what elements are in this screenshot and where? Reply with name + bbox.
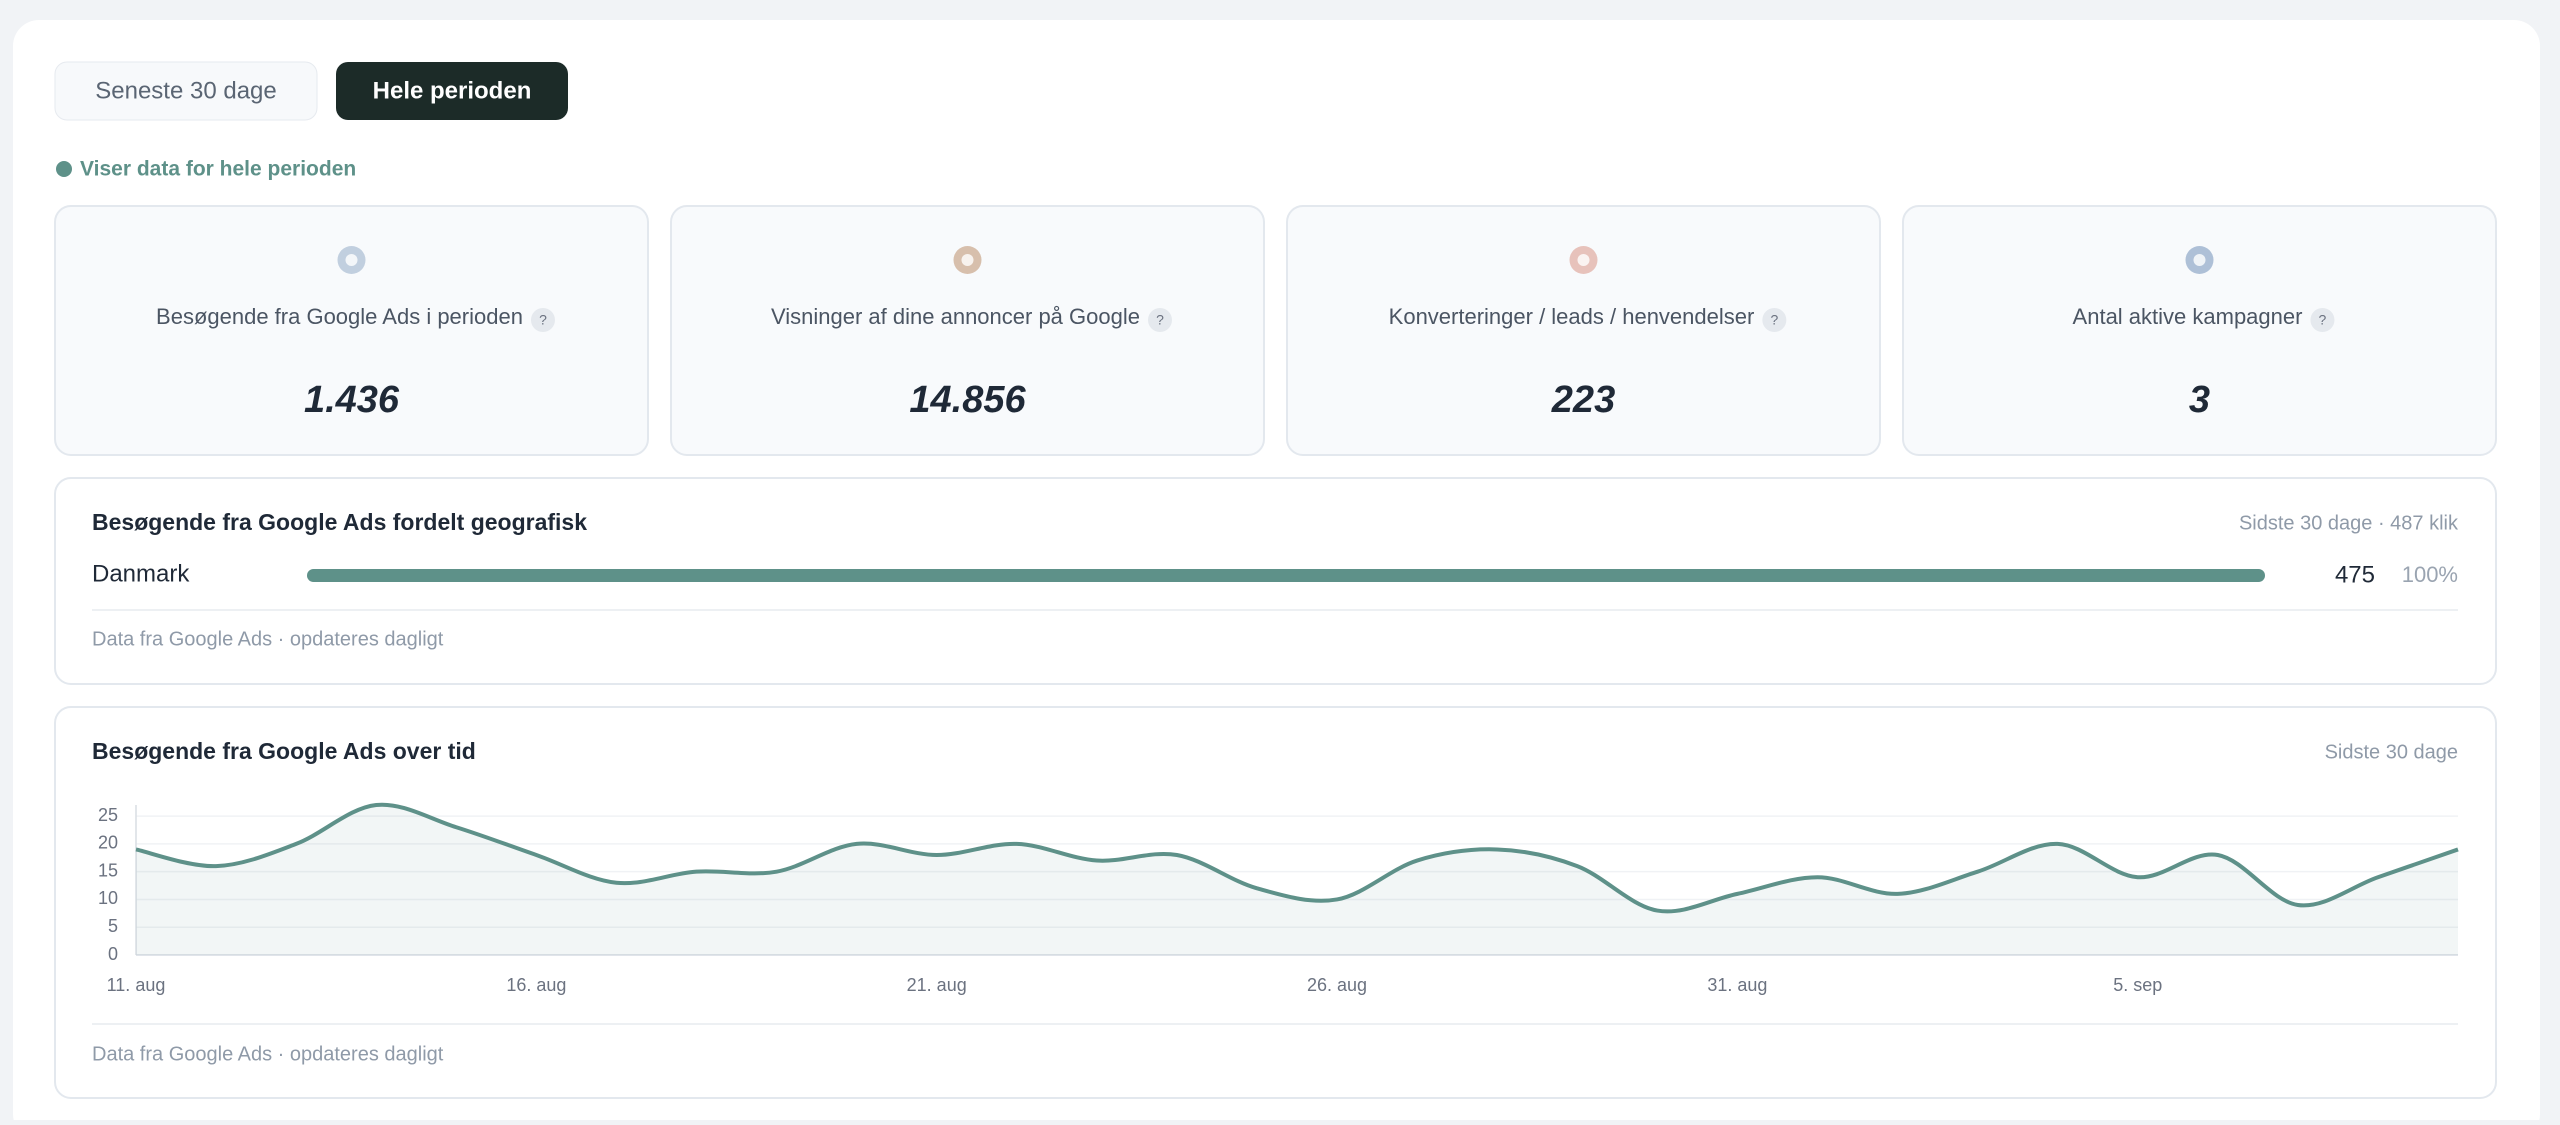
kpi-label: Besøgende fra Google Ads i perioden [156,304,523,329]
geo-meta: Sidste 30 dage · 487 klik [2239,512,2459,534]
y-tick-label: 25 [98,805,118,825]
kpi-label: Antal aktive kampagner [2073,304,2303,329]
kpi-icon [2185,246,2214,274]
y-tick-label: 5 [108,916,118,936]
kpi-card [1286,205,1881,456]
status: Viser data for hele perioden [80,158,356,181]
help-icon [2310,308,2335,332]
geo-value: 475 [2335,561,2375,588]
y-tick-label: 10 [98,888,118,908]
geo-share: 100% [2402,562,2458,587]
tab-active[interactable] [336,62,568,120]
timeline-meta: Sidste 30 dage [2325,741,2458,763]
kpi-value: 14.856 [909,379,1026,421]
geo-footer: Data fra Google Ads · opdateres dagligt [92,628,444,650]
kpi-card [1902,205,2497,456]
icon-shape [2193,254,2206,266]
geo-country: Danmark [92,560,190,587]
x-tick-label: 11. aug [107,975,166,995]
help-mark: ? [1156,312,1164,328]
geo-bar [307,569,2265,582]
kpi-icon [337,246,366,274]
tab-label[interactable]: Seneste 30 dage [95,77,277,104]
y-tick-label: 0 [108,944,118,964]
area [136,804,2458,955]
geo-title: Besøgende fra Google Ads fordelt geograf… [92,509,587,535]
line [135,802,2459,914]
kpi-value: 3 [2189,379,2210,421]
timeline-title: Besøgende fra Google Ads over tid [92,738,476,764]
x-tick-label: 5. sep [2113,975,2162,995]
kpi-icon [1569,246,1598,274]
help-icon [1762,308,1787,332]
kpi-value: 223 [1551,379,1615,421]
timeline-card [54,706,2497,1099]
help-icon [1147,308,1172,332]
help-mark: ? [1770,312,1778,328]
x-tick-label: 16. aug [506,975,566,995]
icon-shape [345,254,358,266]
help-icon [530,308,555,332]
icon-shape [961,254,974,266]
y-tick-label: 20 [98,833,118,853]
timeline-footer: Data fra Google Ads · opdateres dagligt [92,1043,444,1065]
y-tick-label: 15 [98,860,118,880]
kpi-card [54,205,649,456]
kpi-value: 1.436 [304,379,400,421]
kpi-label: Konverteringer / leads / henvendelser [1389,304,1755,329]
tab[interactable] [54,61,318,121]
status-dot [56,161,72,177]
icon-shape [1577,254,1590,266]
x-tick-label: 31. aug [1707,975,1767,995]
tab-label[interactable]: Hele perioden [373,77,532,104]
x-tick-label: 26. aug [1307,975,1367,995]
x-tick-label: 21. aug [907,975,967,995]
help-mark: ? [539,312,547,328]
kpi-icon [953,246,982,274]
help-mark: ? [2319,312,2327,328]
kpi-label: Visninger af dine annoncer på Google [771,304,1140,329]
kpi-card [670,205,1265,456]
